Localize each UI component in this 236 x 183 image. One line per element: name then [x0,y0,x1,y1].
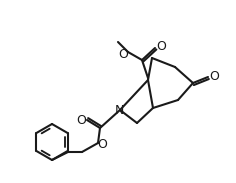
Text: O: O [209,70,219,83]
Text: O: O [76,113,86,126]
Text: O: O [156,40,166,53]
Text: N: N [114,104,124,117]
Text: O: O [97,139,107,152]
Text: O: O [118,48,128,61]
